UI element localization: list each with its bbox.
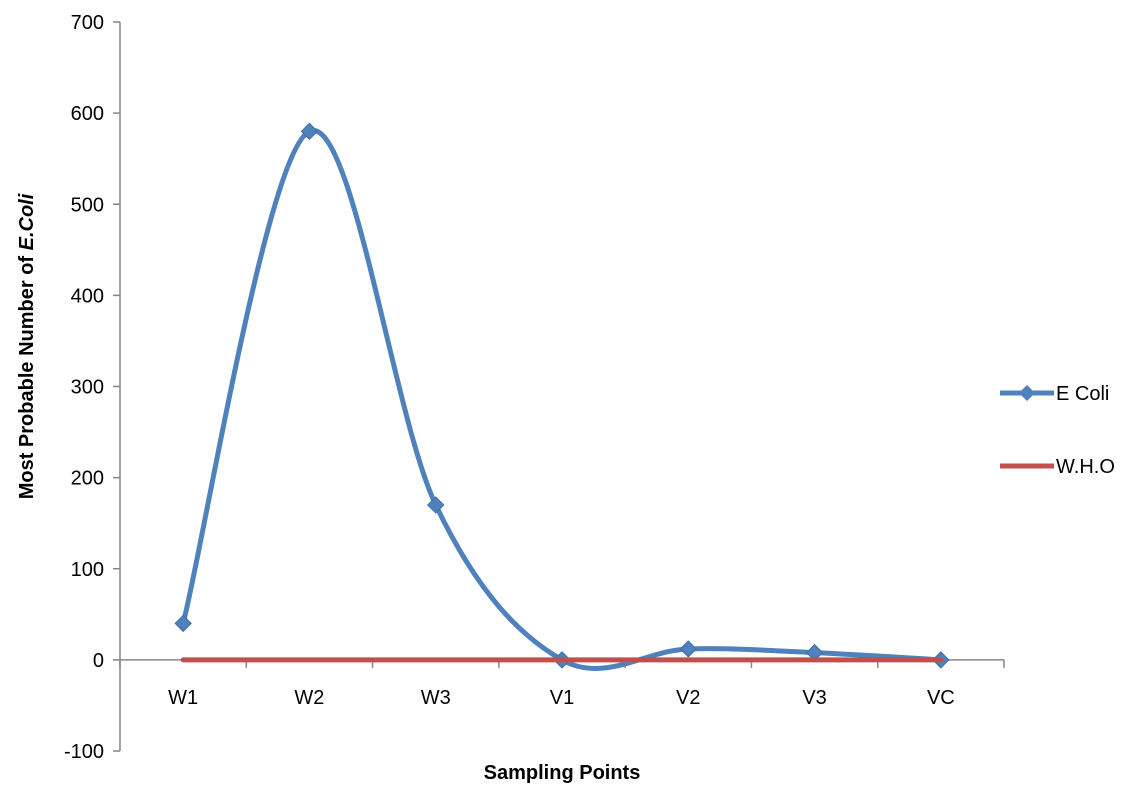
y-tick-label: -100: [64, 741, 104, 763]
y-axis: -100 0 100 200 300 400 500 600 700: [64, 12, 121, 763]
legend-marker: [1019, 385, 1035, 401]
y-tick-label: 400: [71, 285, 104, 307]
y-tick-label: 700: [71, 12, 104, 34]
x-tick-label: VC: [927, 687, 955, 709]
data-point: [300, 122, 319, 141]
series-layer: [174, 122, 950, 671]
y-axis-title-prefix: Most Probable Number of: [16, 250, 38, 499]
data-point: [174, 614, 192, 633]
y-tick-label: 600: [71, 103, 104, 125]
x-tick-label: V2: [676, 687, 700, 709]
y-tick-label: 500: [71, 194, 104, 216]
x-tick-label: W2: [294, 687, 324, 709]
series-e-coli: [174, 122, 950, 671]
y-tick-label: 0: [93, 650, 104, 672]
y-tick-label: 300: [71, 377, 104, 399]
x-tick-label: W1: [168, 687, 198, 709]
x-tick-label: V1: [550, 687, 574, 709]
data-point: [679, 640, 697, 658]
legend: E Coli W.H.O: [1000, 383, 1115, 478]
legend-label: E Coli: [1056, 383, 1109, 405]
x-axis-title: Sampling Points: [484, 762, 641, 784]
y-axis-title: Most Probable Number of E.Coli: [16, 193, 38, 499]
x-tick-label: V3: [802, 687, 826, 709]
series-line: [180, 128, 944, 671]
legend-item: W.H.O: [1000, 456, 1115, 478]
y-tick-label: 200: [71, 468, 104, 490]
data-point: [427, 496, 445, 514]
x-tick-label: W3: [421, 687, 451, 709]
x-ticks: W1 W2 W3 V1 V2 V3 VC: [119, 659, 1005, 709]
y-ticks: -100 0 100 200 300 400 500 600 700: [64, 12, 120, 763]
legend-label: W.H.O: [1056, 456, 1115, 478]
legend-item: E Coli: [1000, 383, 1109, 405]
y-axis-title-italic: E.Coli: [16, 193, 38, 250]
y-tick-label: 100: [71, 559, 104, 581]
